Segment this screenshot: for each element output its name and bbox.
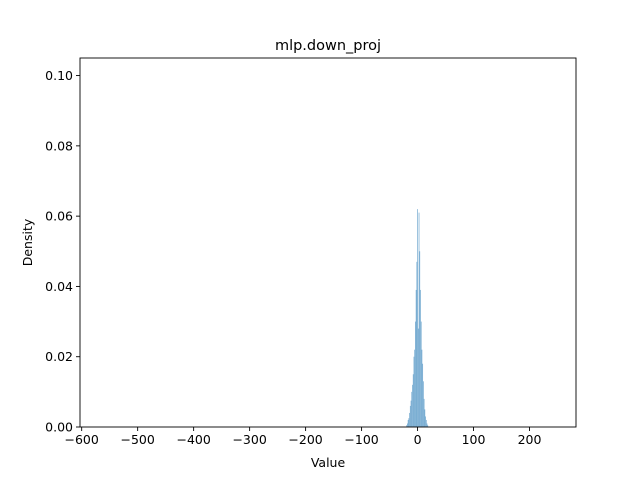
y-tick-label: 0.00 [45, 420, 73, 435]
histogram-bar-15 [417, 209, 418, 427]
x-tick-label: 0 [414, 432, 422, 447]
histogram-bar-16 [417, 328, 419, 427]
histogram-bar-2 [407, 419, 409, 427]
histogram-bar-5 [409, 405, 411, 427]
y-tick-label: 0.06 [45, 209, 73, 224]
x-tick-label: 200 [518, 432, 542, 447]
histogram-bar-28 [426, 423, 428, 427]
histogram-bar-6 [410, 400, 412, 427]
histogram-bars [406, 209, 429, 427]
histogram-bar-4 [409, 412, 410, 427]
histogram-bar-23 [423, 381, 424, 427]
histogram-bar-8 [412, 384, 413, 427]
plot-frame [79, 57, 577, 428]
x-tick-label: −100 [344, 432, 378, 447]
histogram-bar-20 [420, 321, 422, 427]
histogram-bar-18 [419, 251, 421, 427]
histogram-bar-27 [425, 419, 427, 427]
histogram-bar-22 [422, 363, 424, 427]
x-tick-label: 100 [462, 432, 486, 447]
x-axis-label: Value [311, 455, 346, 470]
histogram-bar-19 [420, 289, 421, 427]
y-tick-label: 0.04 [45, 279, 73, 294]
histogram-bar-9 [412, 374, 414, 427]
histogram-bar-0 [406, 425, 408, 427]
y-axis-ticks: 0.00 0.02 0.04 0.06 0.08 0.10 [45, 68, 80, 435]
histogram-bar-13 [415, 289, 417, 427]
histogram-bar-1 [407, 423, 408, 427]
histogram-bar-11 [414, 349, 416, 427]
histogram-bar-14 [416, 261, 418, 427]
histogram-bar-3 [408, 418, 410, 427]
y-tick-label: 0.02 [45, 349, 73, 364]
y-tick-label: 0.08 [45, 138, 73, 153]
histogram-bar-12 [415, 321, 416, 427]
histogram-bar-21 [421, 349, 423, 427]
x-tick-label: −300 [232, 432, 266, 447]
chart-title: mlp.down_proj [275, 38, 381, 54]
x-tick-label: −200 [288, 432, 322, 447]
x-tick-label: −600 [65, 432, 99, 447]
x-tick-label: −500 [120, 432, 154, 447]
histogram-bar-25 [424, 409, 426, 427]
x-axis-ticks: −600 −500 −400 −300 −200 −100 0 100 200 [65, 427, 542, 447]
histogram-bar-24 [423, 398, 425, 427]
y-tick-label: 0.10 [45, 68, 73, 83]
x-tick-label: −400 [176, 432, 210, 447]
histogram-bar-7 [411, 391, 413, 427]
histogram-bar-17 [418, 212, 420, 427]
histogram-bar-10 [413, 356, 415, 427]
y-axis-label: Density [20, 218, 35, 266]
histogram-bar-29 [427, 425, 429, 427]
histogram-bar-26 [425, 416, 426, 427]
